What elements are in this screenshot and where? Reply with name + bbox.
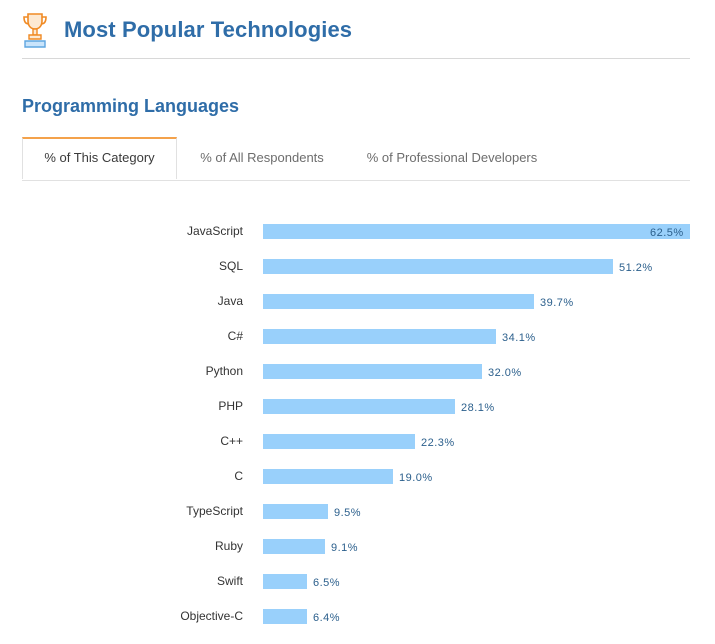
category-label: C bbox=[234, 469, 243, 483]
chart-row: PHP 28.1% bbox=[0, 399, 715, 434]
bar bbox=[263, 469, 393, 484]
category-label: Swift bbox=[216, 574, 243, 588]
bar bbox=[263, 504, 328, 519]
trophy-icon bbox=[23, 13, 47, 48]
value-label: 28.1% bbox=[461, 402, 495, 414]
value-label: 32.0% bbox=[488, 367, 522, 379]
value-label: 62.5% bbox=[650, 227, 684, 239]
bar-chart: JavaScript 62.5% SQL 51.2% Java 39.7% C# 34.1% P… bbox=[0, 200, 715, 631]
chart-row: TypeScript 9.5% bbox=[0, 504, 715, 539]
category-label: Objective-C bbox=[180, 609, 243, 623]
page-header: Most Popular Technologies bbox=[22, 10, 690, 59]
bar bbox=[263, 364, 482, 379]
bar bbox=[263, 434, 415, 449]
value-label: 6.4% bbox=[313, 612, 341, 624]
bar bbox=[263, 294, 534, 309]
category-label: Java bbox=[217, 294, 243, 308]
tab-bar: % of This Category % of All Respondents … bbox=[22, 137, 690, 181]
category-label: Python bbox=[205, 364, 243, 378]
page-title: Most Popular Technologies bbox=[64, 17, 353, 42]
tab-professional-developers[interactable]: % of Professional Developers bbox=[366, 150, 538, 165]
category-label: C# bbox=[227, 329, 243, 343]
chart-row: Ruby 9.1% bbox=[0, 539, 715, 574]
bar bbox=[263, 609, 307, 624]
category-label: PHP bbox=[218, 399, 243, 413]
category-label: Ruby bbox=[214, 539, 243, 553]
value-label: 19.0% bbox=[399, 472, 433, 484]
chart-row: C++ 22.3% bbox=[0, 434, 715, 469]
bar bbox=[263, 259, 613, 274]
value-label: 22.3% bbox=[421, 437, 455, 449]
bar bbox=[263, 224, 690, 239]
value-label: 6.5% bbox=[313, 577, 341, 589]
category-label: JavaScript bbox=[186, 224, 243, 238]
chart-row: Swift 6.5% bbox=[0, 574, 715, 609]
tab-all-respondents[interactable]: % of All Respondents bbox=[200, 150, 324, 165]
bar bbox=[263, 399, 455, 414]
bar bbox=[263, 574, 307, 589]
category-label: TypeScript bbox=[186, 504, 243, 518]
value-label: 34.1% bbox=[502, 332, 536, 344]
value-label: 9.1% bbox=[331, 542, 359, 554]
section-title: Programming Languages bbox=[22, 96, 240, 116]
chart-row: SQL 51.2% bbox=[0, 259, 715, 294]
chart-row: Python 32.0% bbox=[0, 364, 715, 399]
chart-row: Objective-C 6.4% bbox=[0, 609, 715, 644]
chart-row: JavaScript 62.5% bbox=[0, 224, 715, 259]
bar bbox=[263, 329, 496, 344]
chart-row: Java 39.7% bbox=[0, 294, 715, 329]
category-label: C++ bbox=[220, 434, 243, 448]
category-label: SQL bbox=[218, 259, 243, 273]
tab-this-category[interactable]: % of This Category bbox=[22, 137, 177, 179]
value-label: 9.5% bbox=[334, 507, 362, 519]
chart-row: C 19.0% bbox=[0, 469, 715, 504]
chart-row: C# 34.1% bbox=[0, 329, 715, 364]
value-label: 39.7% bbox=[540, 297, 574, 309]
value-label: 51.2% bbox=[619, 262, 653, 274]
bar bbox=[263, 539, 325, 554]
